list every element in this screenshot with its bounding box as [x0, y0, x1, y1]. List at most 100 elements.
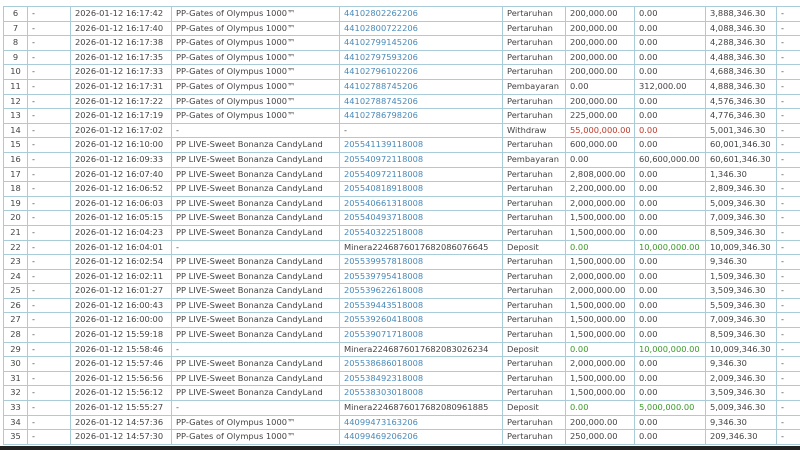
reference-link[interactable]: 205539795418008 — [344, 270, 424, 281]
timestamp-cell: 2026-01-12 16:17:42 — [70, 6, 172, 22]
table-row: 23-2026-01-12 16:02:54 PP LIVE-Sweet Bona… — [3, 254, 800, 270]
table-row: 26-2026-01-12 16:00:43 PP LIVE-Sweet Bona… — [3, 297, 800, 314]
reference-link[interactable]: 44102788745206 — [344, 80, 418, 91]
row-number-cell: 19 — [3, 195, 28, 212]
reference-link[interactable]: 205540322518008 — [344, 226, 424, 237]
timestamp-cell: 2026-01-12 16:17:02 — [70, 122, 172, 139]
reference-link[interactable]: 205538686018008 — [344, 358, 424, 369]
reference-id-cell: 205540972118008 — [339, 151, 503, 168]
row-number-cell: 21 — [3, 224, 28, 241]
col-blank-end-cell: - — [776, 312, 800, 329]
transaction-type-cell: Pertaruhan — [502, 210, 566, 226]
balance-cell: 8,509,346.30 — [705, 224, 777, 241]
win-amount-cell: 0.00 — [634, 181, 706, 197]
win-amount-cell: 0.00 — [634, 283, 706, 299]
col-blank-end-cell: - — [776, 283, 800, 299]
reference-link[interactable]: 205539957818008 — [344, 256, 424, 267]
table-row: 25-2026-01-12 16:01:27 PP LIVE-Sweet Bona… — [3, 283, 800, 299]
balance-cell: 9,346.30 — [705, 414, 777, 431]
table-row: 31-2026-01-12 15:56:56 PP LIVE-Sweet Bona… — [3, 370, 800, 387]
table-row: 15-2026-01-12 16:10:00 PP LIVE-Sweet Bona… — [3, 137, 800, 153]
reference-link[interactable]: 205540661318008 — [344, 197, 424, 208]
reference-link[interactable]: 44099469206206 — [344, 431, 418, 442]
reference-link[interactable]: 44102796102206 — [344, 66, 418, 77]
reference-link[interactable]: 205539443518008 — [344, 299, 424, 310]
timestamp-cell: 2026-01-12 16:05:15 — [70, 210, 172, 226]
reference-link[interactable]: 44102802262206 — [344, 8, 418, 18]
transaction-type-cell: Pembayaran — [502, 151, 566, 168]
timestamp-cell: 2026-01-12 16:17:22 — [70, 93, 172, 110]
reference-link[interactable]: 205539622618008 — [344, 285, 424, 296]
timestamp-cell: 2026-01-12 15:58:46 — [70, 341, 172, 358]
balance-cell: 5,009,346.30 — [705, 400, 777, 416]
reference-id-cell: Minera2246876017682086076645 — [339, 239, 503, 256]
transaction-type-cell: Pertaruhan — [502, 283, 566, 299]
reference-link[interactable]: 205540493718008 — [344, 212, 424, 223]
reference-link[interactable]: 205540972118008 — [344, 153, 424, 164]
game-name-cell: PP LIVE-Sweet Bonanza CandyLand — [171, 195, 340, 212]
reference-id-cell: 44099473163206 — [339, 414, 503, 431]
timestamp-cell: 2026-01-12 15:55:27 — [70, 400, 172, 416]
row-number-cell: 14 — [3, 122, 28, 139]
col-blank-end-cell: - — [776, 400, 800, 416]
balance-cell: 3,509,346.30 — [705, 385, 777, 402]
bet-amount-cell: 2,808,000.00 — [565, 166, 635, 183]
game-name-cell: PP LIVE-Sweet Bonanza CandyLand — [171, 312, 340, 329]
reference-link[interactable]: 44099473163206 — [344, 416, 418, 427]
col-blank-cell: - — [27, 400, 71, 416]
reference-link[interactable]: 205538492318008 — [344, 372, 424, 383]
row-number-cell: 34 — [3, 414, 28, 431]
row-number-cell: 7 — [3, 20, 28, 37]
timestamp-cell: 2026-01-12 15:59:18 — [70, 327, 172, 343]
timestamp-cell: 2026-01-12 15:57:46 — [70, 356, 172, 372]
reference-link[interactable]: 44102786798206 — [344, 110, 418, 121]
timestamp-cell: 2026-01-12 16:02:54 — [70, 254, 172, 270]
col-blank-end-cell: - — [776, 195, 800, 212]
reference-link[interactable]: 205538303018008 — [344, 387, 424, 398]
reference-link[interactable]: 205540818918008 — [344, 183, 424, 194]
win-amount-cell: 0.00 — [634, 6, 706, 22]
reference-id-cell: 205539622618008 — [339, 283, 503, 299]
reference-link[interactable]: 44102797593206 — [344, 51, 418, 62]
col-blank-cell: - — [27, 166, 71, 183]
win-amount-cell: 10,000,000.00 — [634, 341, 706, 358]
col-blank-cell: - — [27, 49, 71, 66]
row-number-cell: 16 — [3, 151, 28, 168]
col-blank-cell: - — [27, 195, 71, 212]
table-row: 30-2026-01-12 15:57:46 PP LIVE-Sweet Bona… — [3, 356, 800, 372]
reference-link[interactable]: 44102800722206 — [344, 22, 418, 33]
win-amount-cell: 0.00 — [634, 312, 706, 329]
col-blank-cell: - — [27, 78, 71, 95]
col-blank-end-cell: - — [776, 254, 800, 270]
reference-id-cell: 205539260418008 — [339, 312, 503, 329]
col-blank-end-cell: - — [776, 78, 800, 95]
table-row: 27-2026-01-12 16:00:00 PP LIVE-Sweet Bona… — [3, 312, 800, 329]
transaction-type-cell: Deposit — [502, 239, 566, 256]
reference-id-cell: 44099469206206 — [339, 429, 503, 445]
game-name-cell: PP-Gates of Olympus 1000™ — [171, 20, 340, 37]
row-number-cell: 25 — [3, 283, 28, 299]
balance-cell: 5,001,346.30 — [705, 122, 777, 139]
win-amount-cell: 5,000,000.00 — [634, 400, 706, 416]
balance-cell: 9,346.30 — [705, 254, 777, 270]
transaction-type-cell: Pertaruhan — [502, 414, 566, 431]
bet-amount-cell: 1,500,000.00 — [565, 254, 635, 270]
win-amount-cell: 0.00 — [634, 108, 706, 124]
balance-cell: 1,509,346.30 — [705, 268, 777, 285]
win-amount-cell: 0.00 — [634, 195, 706, 212]
win-amount-cell: 0.00 — [634, 268, 706, 285]
reference-link[interactable]: 205541139118008 — [344, 139, 424, 150]
reference-link[interactable]: 44102799145206 — [344, 37, 418, 48]
reference-link[interactable]: 44102788745206 — [344, 95, 418, 106]
reference-id-cell: 44102786798206 — [339, 108, 503, 124]
reference-link[interactable]: 205539071718008 — [344, 329, 424, 340]
reference-id-cell: 205539957818008 — [339, 254, 503, 270]
col-blank-end-cell: - — [776, 151, 800, 168]
transaction-type-cell: Pertaruhan — [502, 370, 566, 387]
timestamp-cell: 2026-01-12 16:04:23 — [70, 224, 172, 241]
reference-link[interactable]: 205539260418008 — [344, 314, 424, 325]
reference-link[interactable]: 205540972118008 — [344, 168, 424, 179]
col-blank-end-cell: - — [776, 137, 800, 153]
reference-id-cell: 205540661318008 — [339, 195, 503, 212]
game-name-cell: PP LIVE-Sweet Bonanza CandyLand — [171, 151, 340, 168]
